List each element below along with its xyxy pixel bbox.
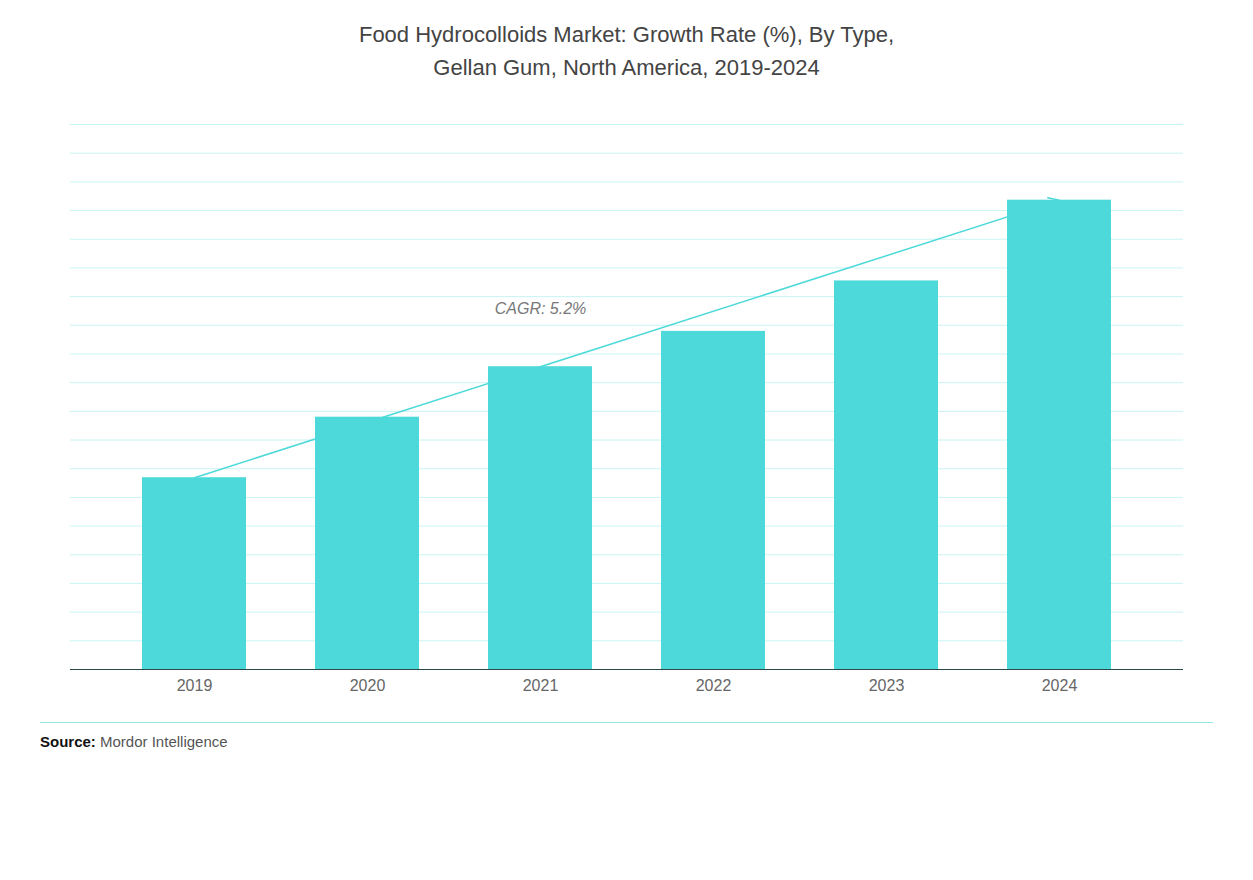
- svg-text:2023: 2023: [869, 677, 905, 694]
- svg-text:2019: 2019: [177, 677, 213, 694]
- svg-text:CAGR: 5.2%: CAGR: 5.2%: [495, 300, 587, 317]
- svg-text:2022: 2022: [696, 677, 732, 694]
- svg-text:2021: 2021: [523, 677, 559, 694]
- svg-text:2020: 2020: [350, 677, 386, 694]
- html-text:Food Hydrocolloids Market: Gro: Food Hydrocolloids Market: Growth Rate (…: [358, 22, 895, 80]
- html-text:Source: Mordor Intelligence: Source: Mordor Intelligence: [40, 733, 228, 750]
- svg-text:2024: 2024: [1042, 677, 1078, 694]
